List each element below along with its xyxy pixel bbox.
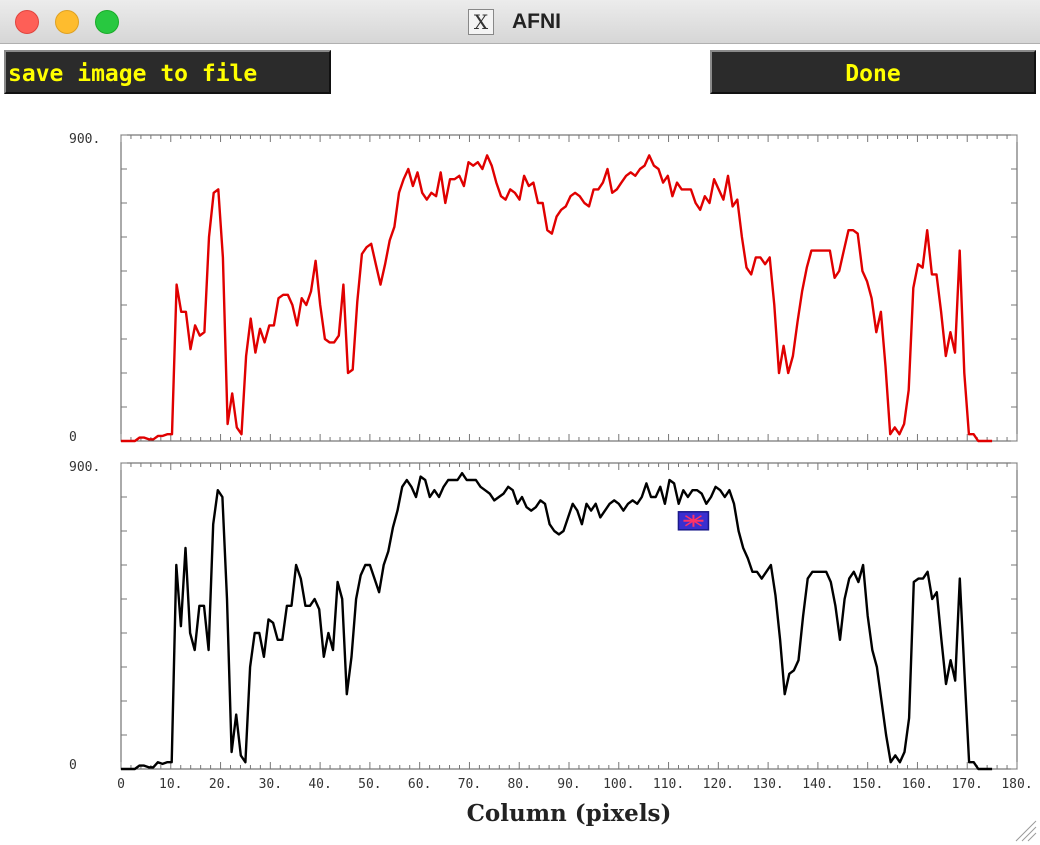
x-axis-label: Column (pixels) (467, 800, 672, 827)
x-tick-label: 10. (159, 777, 182, 792)
x-tick-label: 180. (1001, 777, 1032, 792)
x-tick-label: 130. (752, 777, 783, 792)
minimize-window-button[interactable] (55, 10, 79, 34)
x-tick-label: 40. (308, 777, 331, 792)
x-tick-label: 50. (358, 777, 381, 792)
y-tick-label-min: 0 (69, 430, 77, 445)
x11-icon: X (468, 9, 494, 35)
y-tick-label-min: 0 (69, 758, 77, 773)
x-tick-label: 110. (653, 777, 684, 792)
x-tick-label: 0 (117, 777, 125, 792)
y-tick-label-max: 900. (69, 132, 100, 147)
x-tick-label: 90. (557, 777, 580, 792)
x-tick-label: 20. (209, 777, 232, 792)
x-tick-label: 30. (259, 777, 282, 792)
y-tick-label-max: 900. (69, 460, 100, 475)
x-tick-label: 70. (458, 777, 481, 792)
crosshair-marker-icon (677, 511, 710, 531)
x-tick-label: 160. (902, 777, 933, 792)
close-window-button[interactable] (15, 10, 39, 34)
chart-0: 900.0 (69, 132, 1018, 445)
plot-frame (120, 134, 1018, 442)
x-tick-label: 140. (802, 777, 833, 792)
done-button[interactable]: Done (710, 50, 1036, 94)
x-tick-label: 80. (507, 777, 530, 792)
series-line (121, 154, 993, 443)
window-title-group: X AFNI (468, 8, 561, 36)
x-tick-label: 150. (852, 777, 883, 792)
x-tick-label: 120. (703, 777, 734, 792)
save-image-button[interactable]: save image to file (4, 50, 331, 94)
marker-cross-d2 (685, 515, 702, 527)
resize-grip-icon[interactable] (1012, 817, 1038, 843)
x-tick-label: 100. (603, 777, 634, 792)
window-title: AFNI (512, 10, 561, 33)
series-line (121, 472, 993, 771)
x-tick-label: 170. (952, 777, 983, 792)
chart-1: 900. 0 0 10. 20. 30. 40. 50. 60. 70. 80. 90. 100. 110… (69, 460, 1033, 827)
plot-frame (120, 462, 1018, 770)
window-titlebar: X AFNI (0, 0, 1040, 44)
x-tick-label: 60. (408, 777, 431, 792)
zoom-window-button[interactable] (95, 10, 119, 34)
